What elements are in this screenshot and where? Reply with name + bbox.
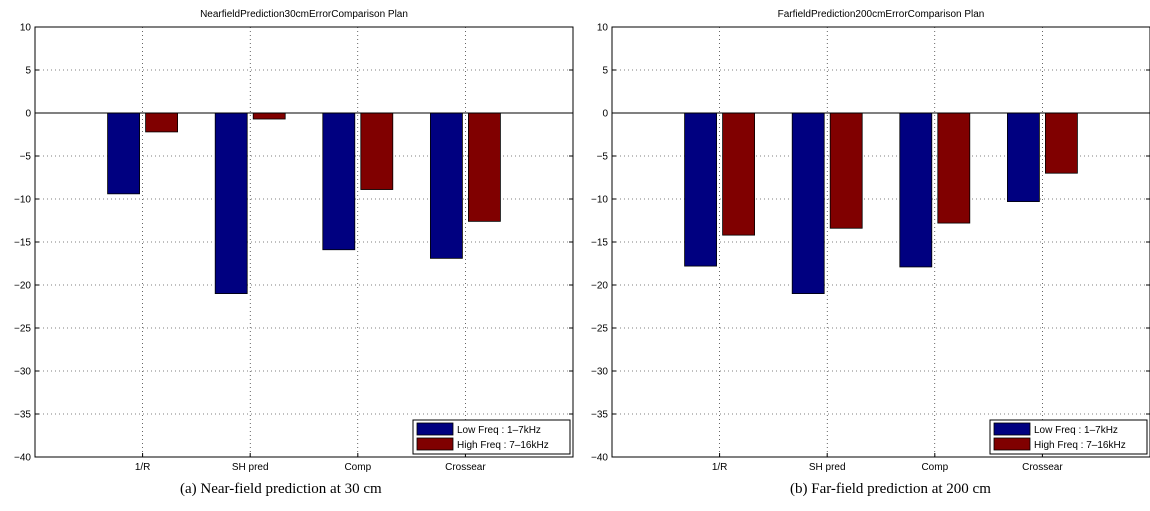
legend-swatch-low — [993, 422, 1031, 436]
legend: Low Freq : 1–7kHz High Freq : 7–16kHz — [989, 419, 1148, 455]
y-tick-label: 5 — [25, 66, 31, 77]
y-tick-label: −5 — [20, 152, 32, 163]
y-tick-label: −30 — [591, 367, 608, 378]
x-tick-label: Crossear — [445, 462, 486, 473]
y-tick-label: 10 — [597, 23, 609, 34]
chart-title: FarfieldPrediction200cmErrorComparison P… — [778, 9, 985, 20]
x-tick-label: SH pred — [809, 462, 846, 473]
bar-low-3 — [322, 112, 356, 251]
legend-swatch-high — [993, 437, 1031, 451]
legend: Low Freq : 1–7kHz High Freq : 7–16kHz — [412, 419, 571, 455]
y-tick-label: −10 — [14, 195, 31, 206]
figure-caption: (b) Far-field prediction at 200 cm — [790, 481, 991, 497]
bar-low-4 — [1007, 112, 1040, 202]
y-tick-label: −20 — [14, 281, 31, 292]
bar-low-1 — [684, 112, 717, 267]
y-tick-label: −40 — [591, 453, 608, 464]
bar-high-1 — [722, 112, 755, 236]
y-tick-label: 10 — [20, 23, 32, 34]
bar-high-2 — [252, 112, 286, 120]
x-tick-label: Comp — [344, 462, 371, 473]
y-tick-label: −15 — [14, 238, 31, 249]
bar-high-3 — [360, 112, 394, 190]
y-tick-label: 5 — [602, 66, 608, 77]
chart-title: NearfieldPrediction30cmErrorComparison P… — [200, 9, 408, 20]
x-tick-label: Comp — [921, 462, 948, 473]
bar-low-4 — [429, 112, 463, 259]
y-tick-label: 0 — [25, 109, 31, 120]
bar-high-4 — [1045, 112, 1078, 174]
chart-panel-1: NearfieldPrediction30cmErrorComparison P… — [14, 9, 574, 497]
y-tick-label: −40 — [14, 453, 31, 464]
y-tick-label: −30 — [14, 367, 31, 378]
bar-low-2 — [214, 112, 248, 295]
x-tick-label: 1/R — [135, 462, 151, 473]
bar-high-3 — [937, 112, 971, 224]
bar-high-1 — [145, 112, 179, 133]
bar-high-4 — [467, 112, 501, 222]
bar-high-2 — [829, 112, 863, 229]
bar-low-1 — [107, 112, 140, 195]
legend-label: Low Freq : 1–7kHz — [1034, 425, 1118, 436]
y-tick-label: −25 — [14, 324, 31, 335]
legend-swatch-low — [416, 422, 454, 436]
bar-low-3 — [899, 112, 933, 268]
y-tick-label: −5 — [597, 152, 609, 163]
legend-label: High Freq : 7–16kHz — [457, 440, 549, 451]
x-tick-label: Crossear — [1022, 462, 1063, 473]
y-tick-label: −20 — [591, 281, 608, 292]
legend-label: High Freq : 7–16kHz — [1034, 440, 1126, 451]
y-tick-label: −25 — [591, 324, 608, 335]
x-tick-label: 1/R — [712, 462, 728, 473]
y-tick-label: 0 — [602, 109, 608, 120]
y-tick-label: −35 — [14, 410, 31, 421]
y-tick-label: −10 — [591, 195, 608, 206]
y-tick-label: −15 — [591, 238, 608, 249]
y-tick-label: −35 — [591, 410, 608, 421]
chart-panel-2: FarfieldPrediction200cmErrorComparison P… — [591, 9, 1150, 497]
legend-label: Low Freq : 1–7kHz — [457, 425, 541, 436]
figure-caption: (a) Near-field prediction at 30 cm — [180, 481, 382, 497]
bar-low-2 — [791, 112, 825, 295]
legend-swatch-high — [416, 437, 454, 451]
x-tick-label: SH pred — [232, 462, 269, 473]
